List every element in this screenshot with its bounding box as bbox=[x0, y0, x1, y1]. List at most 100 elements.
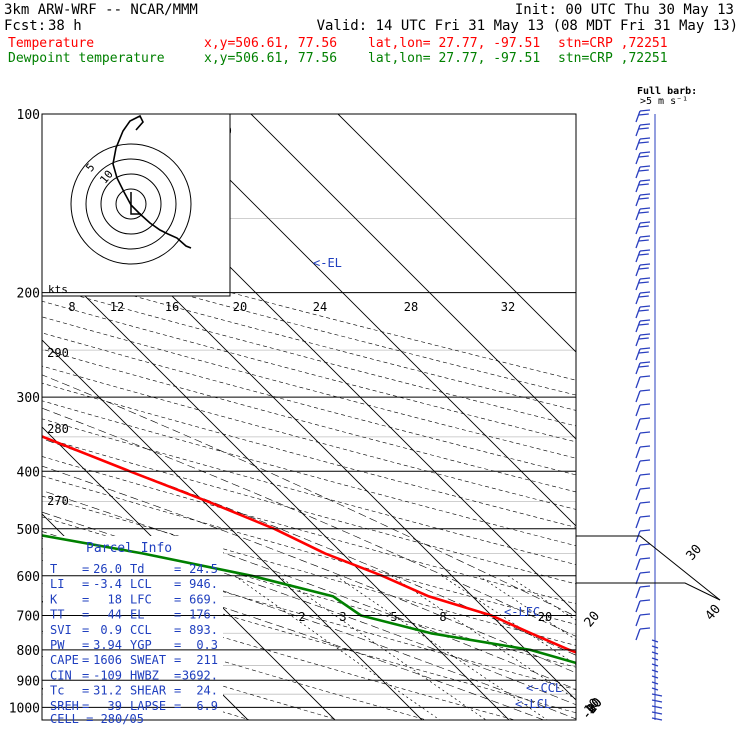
wind-barb-flag bbox=[639, 123, 651, 126]
parcel-info-value: 39 bbox=[108, 699, 122, 713]
wind-barb bbox=[635, 208, 641, 221]
wind-barb-low bbox=[651, 699, 663, 703]
moist-adiabat-line bbox=[42, 548, 544, 720]
pressure-tick-label: 1000 bbox=[9, 701, 40, 716]
right-border-line bbox=[576, 535, 721, 601]
dry-adiabat-line bbox=[42, 332, 576, 476]
wind-barb-low bbox=[651, 669, 659, 673]
wind-barb-flag bbox=[639, 361, 651, 364]
wind-barb-low bbox=[651, 717, 663, 721]
mixing-ratio-line bbox=[507, 575, 576, 621]
parcel-info-key: CIN bbox=[50, 668, 72, 682]
parcel-info-key: LCL bbox=[130, 577, 152, 591]
mixing-ratio-label: 16 bbox=[165, 300, 179, 314]
wind-barb-flag bbox=[639, 571, 651, 574]
wind-barb bbox=[635, 180, 641, 193]
wind-barb-low bbox=[651, 693, 663, 697]
wind-barb bbox=[635, 446, 641, 459]
wind-barb bbox=[635, 124, 641, 137]
temperature-legend-xy: x,y=506.61, 77.56 bbox=[204, 36, 338, 51]
wind-barb-flag bbox=[639, 459, 651, 462]
wind-barb-flag bbox=[638, 365, 649, 368]
wind-barb-flag bbox=[639, 487, 651, 490]
parcel-info-equals: = bbox=[82, 592, 89, 606]
pressure-tick-label: 500 bbox=[17, 523, 40, 538]
parcel-info-value: 31.2 bbox=[93, 684, 122, 698]
moist-adiabat-line bbox=[42, 465, 576, 674]
wind-barb-flag bbox=[639, 389, 651, 392]
wind-barb bbox=[635, 236, 641, 249]
forecast-label: Fcst: bbox=[4, 18, 47, 34]
mixing-ratio-label-lower: 2 bbox=[298, 610, 305, 624]
parcel-info-equals: = bbox=[174, 562, 181, 576]
wind-barb-flag bbox=[639, 291, 651, 294]
parcel-info-key: Td bbox=[130, 562, 144, 576]
parcel-info-key: YGP bbox=[130, 638, 152, 652]
parcel-info-key: PW bbox=[50, 638, 65, 652]
parcel-info-equals: = bbox=[174, 638, 181, 652]
dry-adiabat-line bbox=[42, 582, 515, 720]
parcel-cell: CELL = 280/05 bbox=[50, 712, 144, 726]
parcel-info-value: 0.9 bbox=[100, 623, 122, 637]
parcel-info-value: 24.5 bbox=[189, 562, 218, 576]
wind-barb-flag bbox=[638, 239, 649, 242]
parcel-info-key: LFC bbox=[130, 592, 152, 606]
wind-barb-flag bbox=[638, 351, 649, 354]
isotherm-tick-label: 30 bbox=[684, 542, 706, 564]
wind-barb-flag bbox=[639, 207, 651, 210]
parcel-info-value: 6.9 bbox=[196, 699, 218, 713]
mixing-ratio-label: 28 bbox=[404, 300, 418, 314]
wind-barb bbox=[635, 152, 641, 165]
valid-time: Valid: 14 UTC Fri 31 May 13 (08 MDT Fri … bbox=[316, 18, 738, 34]
isotherm-line bbox=[337, 114, 576, 353]
parcel-info-value: 946. bbox=[189, 577, 218, 591]
pressure-tick-label: 900 bbox=[17, 674, 40, 689]
mixing-ratio-label-lower: 20 bbox=[538, 610, 552, 624]
parcel-info-equals: = bbox=[174, 684, 181, 698]
wind-barb-flag bbox=[638, 337, 649, 340]
parcel-info-value: 893. bbox=[189, 623, 218, 637]
temperature-legend-latlon: lat,lon= 27.77, -97.51 bbox=[368, 36, 541, 51]
isotherm-line bbox=[163, 114, 576, 527]
wind-barb-flag bbox=[639, 347, 651, 350]
wind-barb-flag bbox=[639, 445, 651, 448]
pressure-tick-label: 400 bbox=[17, 465, 40, 480]
parcel-info-equals: = bbox=[82, 699, 89, 713]
hodograph-ring bbox=[85, 158, 177, 250]
dewpoint-legend-station: stn=CRP ,72251 bbox=[558, 51, 668, 66]
parcel-info-value: 669. bbox=[189, 592, 218, 606]
wind-barb-flag bbox=[639, 515, 651, 518]
hodograph-units: kts bbox=[48, 283, 68, 296]
parcel-info-panel bbox=[43, 536, 223, 720]
parcel-info-equals: = bbox=[174, 623, 181, 637]
parcel-info-key: EL bbox=[130, 608, 144, 622]
parcel-info-value: -109 bbox=[93, 668, 122, 682]
parcel-info-equals: = bbox=[82, 562, 89, 576]
wind-barb-low bbox=[651, 681, 659, 685]
mixing-ratio-line bbox=[335, 575, 548, 720]
wind-barb-flag bbox=[639, 627, 651, 630]
wind-barb bbox=[635, 320, 641, 333]
wind-barb bbox=[635, 614, 641, 627]
parcel-info-equals: = bbox=[82, 684, 89, 698]
wind-barb-flag bbox=[639, 137, 651, 140]
wind-barb-flag bbox=[638, 309, 649, 312]
mixing-ratio-line bbox=[478, 575, 576, 641]
parcel-info-equals: = bbox=[174, 592, 181, 606]
wind-barb bbox=[635, 362, 641, 375]
wind-barb-flag bbox=[638, 323, 649, 326]
wind-barb bbox=[635, 586, 641, 599]
pressure-tick-label: 100 bbox=[17, 108, 40, 123]
isotherm-tick-label: 40 bbox=[703, 602, 725, 624]
mixing-ratio-line bbox=[391, 575, 576, 700]
wind-barb-flag bbox=[639, 249, 651, 252]
wind-barb-flag bbox=[638, 295, 649, 298]
parcel-info-equals: = bbox=[82, 653, 89, 667]
dewpoint-legend-name: Dewpoint temperature bbox=[8, 51, 165, 66]
dry-adiabat-line bbox=[42, 606, 427, 720]
el-marker: <-EL bbox=[313, 256, 342, 270]
wind-barb-flag bbox=[639, 221, 651, 224]
wind-barb-low bbox=[651, 711, 663, 715]
parcel-info-value: 3.94 bbox=[93, 638, 122, 652]
dry-adiabat-line bbox=[42, 270, 576, 411]
